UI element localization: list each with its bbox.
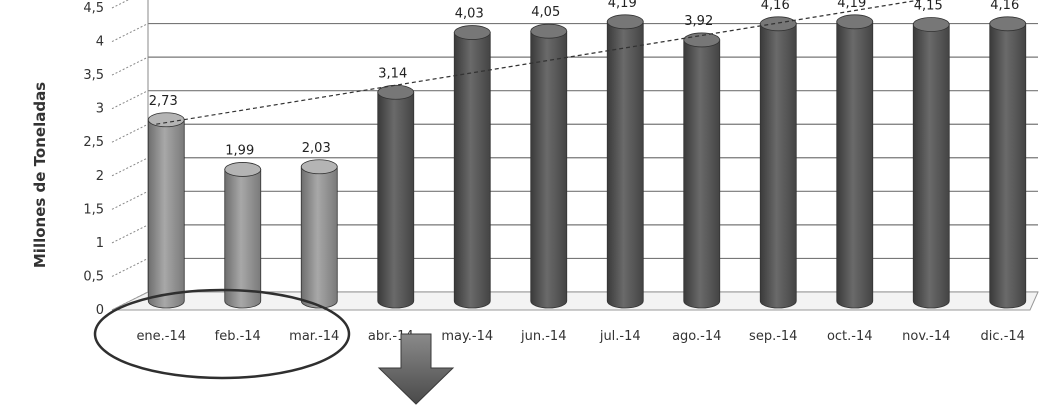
bar (759, 16, 797, 309)
data-label: 2,03 (302, 141, 331, 156)
y-tick-label: 0,5 (83, 269, 104, 284)
bar-cap (989, 16, 1027, 32)
gridline-edge (111, 90, 149, 110)
bar-cap (836, 14, 874, 30)
x-tick-labels: ene.-14 feb.-14 mar.-14 abr.-14 may.-14 jun.-… (136, 329, 1025, 344)
data-label: 4,16 (761, 0, 790, 13)
bar-body (147, 119, 185, 309)
data-label: 2,73 (149, 94, 178, 109)
gridline-edge (111, 190, 149, 210)
y-tick-label: 3 (96, 102, 104, 117)
bar-body (683, 39, 721, 309)
data-labels: 2,73 1,99 2,03 3,14 4,03 4,05 4,19 3,92 4,16 4,19… (149, 0, 1019, 158)
y-tick-label: 1 (96, 236, 104, 251)
y-tick-label: 2,5 (83, 135, 104, 150)
y-axis-label: Millones de Toneladas (31, 82, 49, 268)
bar (836, 14, 874, 309)
gridline-edge (111, 157, 149, 177)
bar-body (989, 23, 1027, 309)
x-tick-label: mar.-14 (289, 329, 339, 344)
y-tick-labels: 0 0,5 1 1,5 2 2,5 3 3,5 4 4,5 (83, 1, 104, 318)
bar-body (377, 91, 415, 309)
gridlines (111, 0, 1038, 311)
bar (530, 23, 568, 309)
data-label: 3,92 (684, 14, 713, 29)
x-tick-label: jun.-14 (520, 329, 566, 344)
x-tick-label: ago.-14 (672, 329, 721, 344)
bar (453, 25, 491, 309)
bar-body (606, 21, 644, 309)
y-tick-label: 3,5 (83, 68, 104, 83)
bar-cap (606, 14, 644, 30)
bar-cap (300, 159, 338, 175)
x-tick-label: nov.-14 (902, 329, 950, 344)
data-label: 1,99 (225, 143, 254, 158)
x-tick-label: oct.-14 (827, 329, 873, 344)
bar (606, 14, 644, 309)
bar (912, 17, 950, 309)
bar (147, 112, 185, 309)
bar (683, 32, 721, 309)
gridline-edge (111, 23, 149, 43)
bar-cap (453, 25, 491, 40)
bar-cap (377, 84, 415, 100)
bar-body (912, 24, 950, 309)
data-label: 4,16 (990, 0, 1019, 13)
data-label: 4,19 (837, 0, 866, 11)
bar-cap (224, 162, 262, 177)
y-tick-label: 2 (96, 169, 104, 184)
x-tick-label: jul.-14 (599, 329, 641, 344)
down-arrow-icon (377, 333, 455, 405)
data-label: 4,03 (455, 7, 484, 22)
x-tick-label: sep.-14 (749, 329, 797, 344)
gridline-edge (111, 123, 149, 143)
chart-floor (111, 291, 1039, 311)
data-label: 4,19 (608, 0, 637, 11)
highlight-ellipse (93, 288, 351, 380)
y-tick-label: 0 (96, 303, 104, 318)
gridline-edge (111, 56, 149, 76)
y-tick-label: 1,5 (83, 202, 104, 217)
y-tick-label: 4,5 (83, 1, 104, 16)
data-label: 4,15 (914, 0, 943, 13)
data-label: 3,14 (378, 66, 407, 81)
x-tick-label: feb.-14 (215, 329, 261, 344)
trendline-series (156, 0, 924, 125)
gridline-edge (111, 0, 130, 9)
trendline (156, 0, 924, 125)
bar (377, 84, 415, 309)
bar-cap (912, 17, 950, 32)
bar-cap (683, 32, 721, 48)
bar (989, 16, 1027, 309)
bar-body (836, 21, 874, 309)
bar-body (453, 32, 491, 309)
data-label: 4,05 (531, 5, 560, 20)
x-tick-label: ene.-14 (136, 329, 186, 344)
bar-cap (147, 112, 185, 128)
gridline-edge (111, 224, 149, 244)
gridline-edge (111, 257, 149, 277)
bar (300, 159, 338, 309)
x-tick-label: may.-14 (441, 329, 493, 344)
bars (147, 14, 1027, 309)
bar-body (300, 166, 338, 309)
bar-cap (759, 16, 797, 32)
bar-cap (530, 23, 568, 39)
bar (224, 162, 262, 309)
x-tick-label: dic.-14 (981, 329, 1025, 344)
bar-body (759, 23, 797, 309)
y-tick-label: 4 (96, 35, 104, 50)
bar-body (224, 169, 262, 309)
bar-body (530, 30, 568, 309)
